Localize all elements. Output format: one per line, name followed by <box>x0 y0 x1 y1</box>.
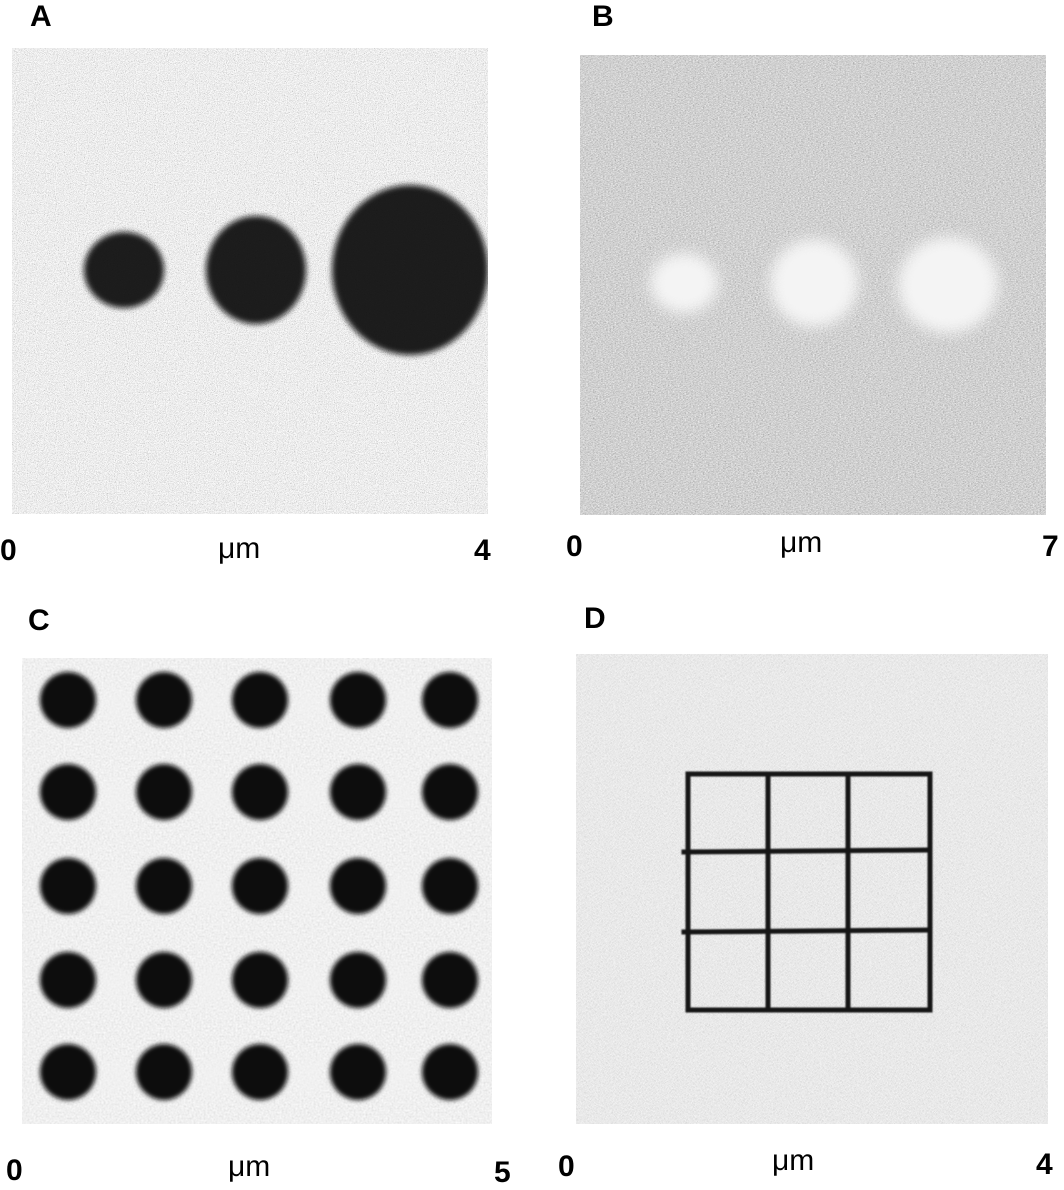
dot-small <box>84 232 164 308</box>
spot-large <box>898 237 998 333</box>
panel-a-letter: A <box>30 0 52 33</box>
array-dot <box>232 858 288 914</box>
array-dot <box>232 952 288 1008</box>
panel-a-scale-unit: μm <box>218 532 261 565</box>
array-dot <box>136 672 192 728</box>
panel-b-scale-min: 0 <box>566 530 583 563</box>
dot-medium <box>206 216 306 324</box>
array-dot <box>136 952 192 1008</box>
array-dot <box>330 952 386 1008</box>
dot-large <box>332 185 488 355</box>
spot-small <box>650 253 718 313</box>
array-dot <box>330 858 386 914</box>
array-dot <box>136 858 192 914</box>
panel-a-micrograph <box>12 48 488 514</box>
array-dot <box>40 952 96 1008</box>
array-dot <box>40 858 96 914</box>
array-dot <box>330 1044 386 1100</box>
panel-b-scale-max: 7 <box>1042 530 1059 563</box>
array-dot <box>232 764 288 820</box>
array-dot <box>136 764 192 820</box>
panel-d-scale-max: 4 <box>1036 1148 1053 1181</box>
array-dot <box>136 1044 192 1100</box>
array-dot <box>40 764 96 820</box>
panel-d-scale-unit: μm <box>772 1144 815 1177</box>
array-dot <box>40 1044 96 1100</box>
spot-medium <box>770 239 858 327</box>
panel-c-scale-min: 0 <box>6 1154 23 1187</box>
array-dot <box>330 764 386 820</box>
panel-b-micrograph <box>580 55 1046 515</box>
panel-d-micrograph <box>576 654 1048 1124</box>
array-dot <box>232 672 288 728</box>
panel-c-micrograph <box>22 658 492 1124</box>
array-dot <box>422 858 478 914</box>
panel-a-scale-max: 4 <box>474 534 491 567</box>
panel-d-scale-min: 0 <box>558 1150 575 1183</box>
panel-c-letter: C <box>28 604 50 637</box>
grid-pattern <box>681 771 933 1013</box>
array-dot <box>422 764 478 820</box>
panel-b-scale-unit: μm <box>780 526 823 559</box>
array-dot <box>232 1044 288 1100</box>
array-dot <box>40 672 96 728</box>
array-dot <box>422 1044 478 1100</box>
panel-c-scale-unit: μm <box>228 1150 271 1183</box>
array-dot <box>330 672 386 728</box>
panel-a-scale-min: 0 <box>0 534 17 567</box>
array-dot <box>422 672 478 728</box>
panel-c-scale-max: 5 <box>494 1156 511 1189</box>
array-dot <box>422 952 478 1008</box>
panel-d-letter: D <box>584 602 606 635</box>
panel-b-letter: B <box>592 0 614 33</box>
